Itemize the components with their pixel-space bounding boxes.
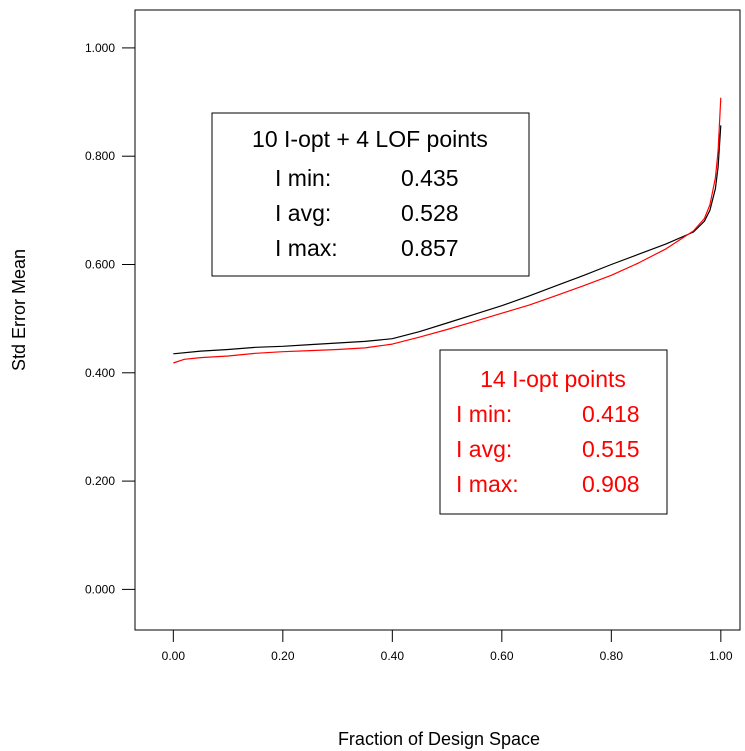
x-tick-label: 0.60 (490, 649, 514, 663)
y-tick-label: 0.600 (85, 257, 115, 271)
x-tick-label: 0.00 (162, 649, 186, 663)
legend-red-box (439, 349, 668, 515)
legend-black-value-min: 0.435 (401, 165, 459, 191)
legend-black-label-min: I min: (275, 165, 331, 191)
legend-red-label-max: I max: (456, 471, 519, 497)
x-tick-label: 0.80 (600, 649, 624, 663)
legend-red-title: 14 I-opt points (480, 366, 626, 392)
legend-red-value-avg: 0.515 (582, 436, 640, 462)
x-tick-label: 0.40 (381, 649, 405, 663)
legend-black-label-max: I max: (275, 235, 338, 261)
legend-black: 10 I-opt + 4 LOF points I min: 0.435 I a… (211, 112, 530, 277)
x-axis: 0.00 0.20 0.40 0.60 0.80 1.00 (162, 630, 733, 663)
plot-frame (134, 9, 741, 631)
legend-red-value-min: 0.418 (582, 401, 640, 427)
legend-red-label-min: I min: (456, 401, 512, 427)
y-tick-label: 0.800 (85, 149, 115, 163)
legend-red-value-max: 0.908 (582, 471, 640, 497)
y-tick-label: 0.400 (85, 366, 115, 380)
x-tick-label: 1.00 (709, 649, 733, 663)
legend-red: 14 I-opt points I min: 0.418 I avg: 0.51… (439, 349, 668, 515)
series-line-black (173, 125, 722, 355)
legend-black-label-avg: I avg: (275, 200, 331, 226)
legend-red-label-avg: I avg: (456, 436, 512, 462)
series-line-red (173, 97, 722, 364)
x-axis-title: Fraction of Design Space (338, 729, 540, 749)
y-axis-title: Std Error Mean (9, 249, 29, 371)
legend-black-value-avg: 0.528 (401, 200, 459, 226)
legend-black-value-max: 0.857 (401, 235, 459, 261)
legend-black-title: 10 I-opt + 4 LOF points (252, 126, 488, 152)
y-axis: 0.000 0.200 0.400 0.600 0.800 1.000 (85, 41, 135, 596)
x-tick-label: 0.20 (271, 649, 295, 663)
legend-black-box (211, 112, 530, 277)
series-layer (173, 97, 722, 364)
y-tick-label: 1.000 (85, 41, 115, 55)
y-tick-label: 0.200 (85, 474, 115, 488)
y-tick-label: 0.000 (85, 582, 115, 596)
